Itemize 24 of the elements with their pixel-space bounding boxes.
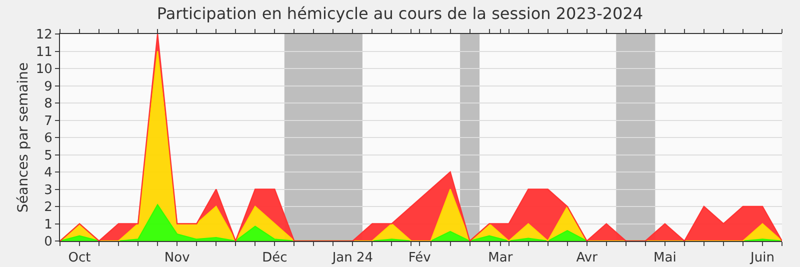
y-tick-label: 10 xyxy=(36,62,52,78)
y-tick-label: 12 xyxy=(36,28,52,43)
y-tick-label: 8 xyxy=(44,96,52,112)
x-tick-label: Mai xyxy=(654,250,676,266)
y-tick-label: 11 xyxy=(36,44,52,60)
y-tick-label: 1 xyxy=(44,217,52,232)
x-tick-label: Avr xyxy=(576,250,598,266)
x-tick-label: Jan 24 xyxy=(331,250,374,266)
y-tick-label: 0 xyxy=(44,234,52,250)
y-axis-title: Séances par semaine xyxy=(15,62,32,213)
x-tick-label: Mar xyxy=(488,250,514,266)
y-tick-label: 4 xyxy=(44,166,52,181)
x-tick-label: Fév xyxy=(408,250,432,266)
y-tick-label: 9 xyxy=(44,79,52,94)
y-tick-label: 7 xyxy=(44,114,52,129)
y-tick-label: 5 xyxy=(44,148,52,164)
x-tick-label: Juin xyxy=(750,250,774,266)
y-tick-label: 3 xyxy=(44,182,52,198)
x-tick-label: Déc xyxy=(262,250,288,266)
y-tick-label: 6 xyxy=(44,131,52,146)
chart-title: Participation en hémicycle au cours de la session 2023-2024 xyxy=(156,4,644,24)
x-tick-label: Oct xyxy=(68,250,91,266)
y-tick-label: 2 xyxy=(44,200,52,216)
x-tick-label: Nov xyxy=(164,250,190,266)
